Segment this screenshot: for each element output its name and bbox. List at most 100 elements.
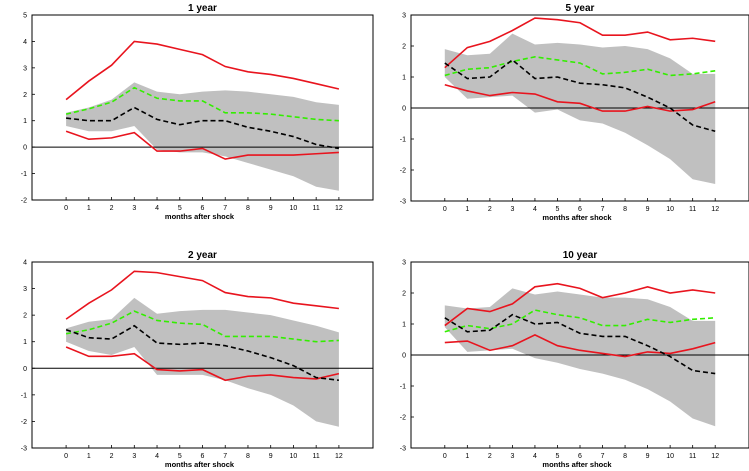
x-tick-label: 1	[465, 453, 469, 460]
y-tick-label: 0	[23, 366, 27, 373]
y-tick-label: -2	[400, 168, 406, 175]
y-tick-label: 2	[402, 291, 406, 298]
x-tick-label: 12	[335, 205, 343, 212]
x-tick-label: 6	[578, 453, 582, 460]
confidence-band	[66, 82, 339, 191]
confidence-band	[444, 33, 716, 184]
x-tick-label: 4	[155, 205, 159, 212]
y-tick-label: 3	[402, 13, 406, 20]
x-tick-label: 11	[313, 453, 320, 460]
y-tick-label: -1	[21, 171, 27, 178]
x-tick-label: 0	[64, 453, 68, 460]
x-tick-label: 6	[578, 206, 582, 213]
x-tick-label: 8	[623, 453, 627, 460]
y-tick-label: 3	[23, 286, 27, 293]
series-line-3	[65, 324, 339, 382]
x-tick-label: 4	[533, 206, 537, 213]
x-tick-label: 12	[711, 206, 719, 213]
x-tick-label: 12	[335, 453, 343, 460]
chart-title: 2 year	[188, 250, 217, 261]
x-tick-label: 2	[488, 453, 492, 460]
x-tick-label: 8	[246, 205, 250, 212]
x-tick-label: 5	[556, 453, 560, 460]
x-axis-label: months after shock	[165, 212, 235, 221]
series-line-3	[444, 313, 716, 375]
chart-title: 5 year	[566, 3, 595, 14]
series-line-1	[65, 130, 339, 160]
series-line-1	[444, 333, 716, 358]
y-tick-label: -2	[21, 198, 27, 205]
x-tick-label: 5	[178, 453, 182, 460]
confidence-band	[66, 297, 339, 427]
series-line-0	[65, 270, 339, 320]
series-line-0	[444, 282, 716, 327]
y-tick-label: -3	[400, 446, 406, 453]
x-tick-label: 3	[132, 205, 136, 212]
y-tick-label: -2	[400, 415, 406, 422]
y-tick-label: 2	[402, 44, 406, 51]
x-tick-label: 10	[666, 206, 674, 213]
x-tick-label: 9	[269, 205, 273, 212]
x-tick-label: 7	[223, 453, 227, 460]
series-line-2	[444, 309, 716, 333]
x-tick-label: 4	[533, 453, 537, 460]
y-tick-label: -3	[400, 199, 406, 206]
series-line-2	[444, 56, 716, 77]
x-tick-label: 9	[269, 453, 273, 460]
x-tick-label: 7	[601, 453, 605, 460]
y-tick-label: 1	[23, 339, 27, 346]
x-tick-label: 10	[290, 205, 298, 212]
x-axis-label: months after shock	[542, 460, 612, 469]
series-line-0	[65, 40, 340, 101]
series-line-3	[66, 106, 340, 150]
x-axis-label: months after shock	[542, 213, 612, 222]
y-tick-label: 3	[23, 65, 27, 72]
y-tick-label: 0	[23, 145, 27, 152]
y-tick-label: 2	[23, 92, 27, 99]
series-line-1	[444, 83, 716, 112]
y-tick-label: -1	[400, 137, 406, 144]
x-tick-label: 12	[711, 453, 719, 460]
y-tick-label: 0	[402, 353, 406, 360]
x-tick-label: 6	[201, 205, 205, 212]
x-tick-label: 3	[132, 453, 136, 460]
series-line-2	[65, 310, 339, 343]
x-tick-label: 2	[110, 205, 114, 212]
y-tick-label: -3	[21, 446, 27, 453]
y-tick-label: 0	[402, 106, 406, 113]
y-tick-label: 3	[402, 260, 406, 267]
x-tick-label: 1	[87, 453, 91, 460]
x-tick-label: 4	[155, 453, 159, 460]
x-tick-label: 0	[443, 453, 447, 460]
y-tick-label: -1	[21, 392, 27, 399]
x-tick-label: 6	[201, 453, 205, 460]
x-tick-label: 9	[646, 453, 650, 460]
x-tick-label: 0	[64, 205, 68, 212]
x-tick-label: 1	[465, 206, 469, 213]
chart-title: 10 year	[563, 250, 598, 261]
x-tick-label: 5	[556, 206, 560, 213]
x-tick-label: 3	[510, 206, 514, 213]
y-tick-label: 5	[23, 13, 27, 20]
x-tick-label: 8	[246, 453, 250, 460]
x-tick-label: 3	[510, 453, 514, 460]
x-tick-label: 10	[290, 453, 298, 460]
series-line-1	[65, 346, 340, 382]
y-tick-label: 4	[23, 39, 27, 46]
x-tick-label: 1	[87, 205, 91, 212]
confidence-band	[444, 288, 716, 427]
y-tick-label: 1	[402, 75, 406, 82]
y-tick-label: -2	[21, 419, 27, 426]
x-tick-label: 2	[110, 453, 114, 460]
y-tick-label: 1	[23, 118, 27, 125]
x-tick-label: 11	[689, 206, 696, 213]
series-line-3	[444, 58, 716, 133]
x-tick-label: 8	[623, 206, 627, 213]
x-tick-label: 10	[666, 453, 674, 460]
x-tick-label: 9	[646, 206, 650, 213]
